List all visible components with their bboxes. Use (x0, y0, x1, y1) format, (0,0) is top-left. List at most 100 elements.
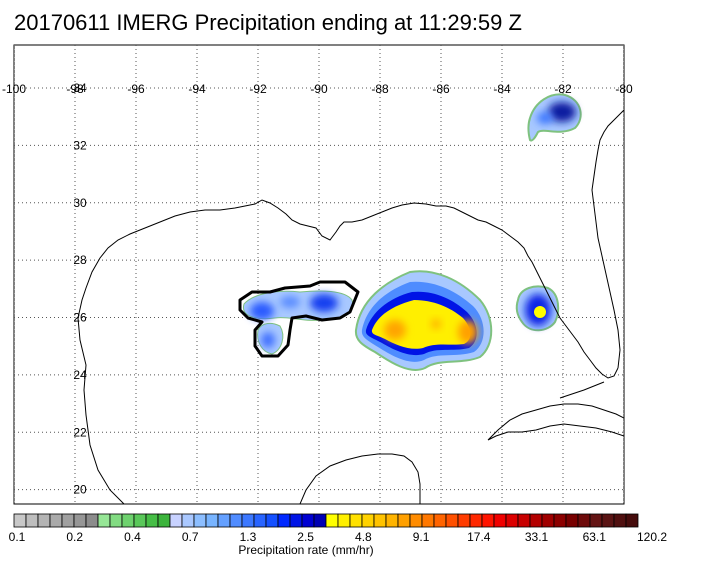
colorbar-swatch (205, 513, 219, 528)
colorbar-swatch (49, 513, 63, 528)
colorbar-swatch (13, 513, 27, 528)
lat-tick-label: 30 (73, 196, 87, 210)
colorbar-tick-label: 4.8 (355, 530, 372, 544)
central-gulf-cell (354, 270, 493, 371)
colorbar-swatch (409, 513, 423, 528)
florida-east-coast (591, 109, 624, 369)
lat-tick-label: 24 (73, 368, 87, 382)
colorbar-swatch (577, 513, 591, 528)
georgia-cell (527, 93, 582, 142)
precipitation-field (238, 93, 582, 371)
colorbar-swatch (121, 513, 135, 528)
colorbar-tick-label: 0.4 (124, 530, 141, 544)
colorbar-swatch (625, 513, 639, 528)
latitude-tick-labels: 20 22 24 26 28 30 32 34 (73, 81, 87, 497)
colorbar-swatch (457, 513, 471, 528)
colorbar-swatch (589, 513, 603, 528)
colorbar-tick-label: 0.1 (9, 530, 26, 544)
colorbar-tick-label: 0.7 (182, 530, 199, 544)
colorbar-swatch (385, 513, 399, 528)
colorbar-swatch (133, 513, 147, 528)
colorbar-tick-label: 120.2 (637, 530, 667, 544)
lon-tick-label: -86 (432, 82, 450, 96)
lon-tick-label: -82 (554, 82, 572, 96)
lon-tick-label: -92 (249, 82, 267, 96)
colorbar-swatch (397, 513, 411, 528)
colorbar-swatch (301, 513, 315, 528)
coastlines (77, 109, 624, 504)
colorbar-swatch (145, 513, 159, 528)
colorbar-swatch (349, 513, 363, 528)
colorbar-swatch (97, 513, 111, 528)
colorbar-swatch (181, 513, 195, 528)
colorbar-tick-label: 63.1 (583, 530, 607, 544)
colorbar-swatch (433, 513, 447, 528)
colorbar-swatch (565, 513, 579, 528)
longitude-tick-labels: -100 -98 -96 -94 -92 -90 -88 -86 -84 -82 -80 (2, 82, 633, 96)
lat-tick-label: 26 (73, 311, 87, 325)
colorbar-swatch (241, 513, 255, 528)
florida-keys (559, 381, 605, 399)
lat-tick-label: 22 (73, 425, 87, 439)
colorbar-swatch (481, 513, 495, 528)
lon-tick-label: -98 (66, 82, 84, 96)
colorbar-swatch (253, 513, 267, 528)
colorbar-swatch (109, 513, 123, 528)
lon-tick-label: -90 (310, 82, 328, 96)
colorbar-swatch (445, 513, 459, 528)
colorbar-swatch (85, 513, 99, 528)
colorbar-swatch (421, 513, 435, 528)
colorbar-tick-label: 1.3 (240, 530, 257, 544)
colorbar-swatch (505, 513, 519, 528)
colorbar-swatch (61, 513, 75, 528)
lat-tick-label: 28 (73, 253, 87, 267)
lon-tick-label: -100 (2, 82, 26, 96)
colorbar-title: Precipitation rate (mm/hr) (238, 543, 373, 557)
colorbar-swatch (289, 513, 303, 528)
lon-tick-label: -94 (188, 82, 206, 96)
colorbar (13, 513, 639, 528)
colorbar-swatch (337, 513, 351, 528)
colorbar-swatch (541, 513, 555, 528)
lon-tick-label: -88 (371, 82, 389, 96)
colorbar-swatch (313, 513, 327, 528)
colorbar-swatch (529, 513, 543, 528)
colorbar-swatch (613, 513, 627, 528)
colorbar-swatch (217, 513, 231, 528)
map-title: 20170611 IMERG Precipitation ending at 1… (14, 10, 522, 35)
cuba-coastline (487, 403, 624, 441)
lon-tick-label: -80 (615, 82, 633, 96)
tampa-cell (515, 285, 560, 332)
colorbar-tick-label: 33.1 (525, 530, 549, 544)
gulf-coastline (77, 199, 619, 504)
colorbar-tick-label: 0.2 (66, 530, 83, 544)
colorbar-labels: 0.1 0.2 0.4 0.7 1.3 2.5 4.8 9.1 17.4 33.1 63.1 120.… (9, 530, 668, 544)
colorbar-tick-label: 2.5 (297, 530, 314, 544)
colorbar-swatch (325, 513, 339, 528)
colorbar-swatch (373, 513, 387, 528)
colorbar-swatch (73, 513, 87, 528)
colorbar-swatch (157, 513, 171, 528)
colorbar-tick-label: 9.1 (413, 530, 430, 544)
colorbar-swatch (277, 513, 291, 528)
colorbar-swatch (469, 513, 483, 528)
colorbar-swatch (37, 513, 51, 528)
colorbar-swatch (193, 513, 207, 528)
yucatan-coastline (299, 453, 421, 504)
colorbar-swatch (25, 513, 39, 528)
colorbar-tick-label: 17.4 (467, 530, 491, 544)
colorbar-swatch (229, 513, 243, 528)
lon-tick-label: -84 (493, 82, 511, 96)
lat-tick-label: 34 (73, 81, 87, 95)
lat-tick-label: 32 (73, 138, 87, 152)
colorbar-swatch (493, 513, 507, 528)
lon-tick-label: -96 (127, 82, 145, 96)
colorbar-swatch (553, 513, 567, 528)
colorbar-swatch (169, 513, 183, 528)
colorbar-swatch (265, 513, 279, 528)
colorbar-swatch (517, 513, 531, 528)
lat-tick-label: 20 (73, 483, 87, 497)
western-gulf-outline (238, 280, 360, 358)
colorbar-swatch (601, 513, 615, 528)
